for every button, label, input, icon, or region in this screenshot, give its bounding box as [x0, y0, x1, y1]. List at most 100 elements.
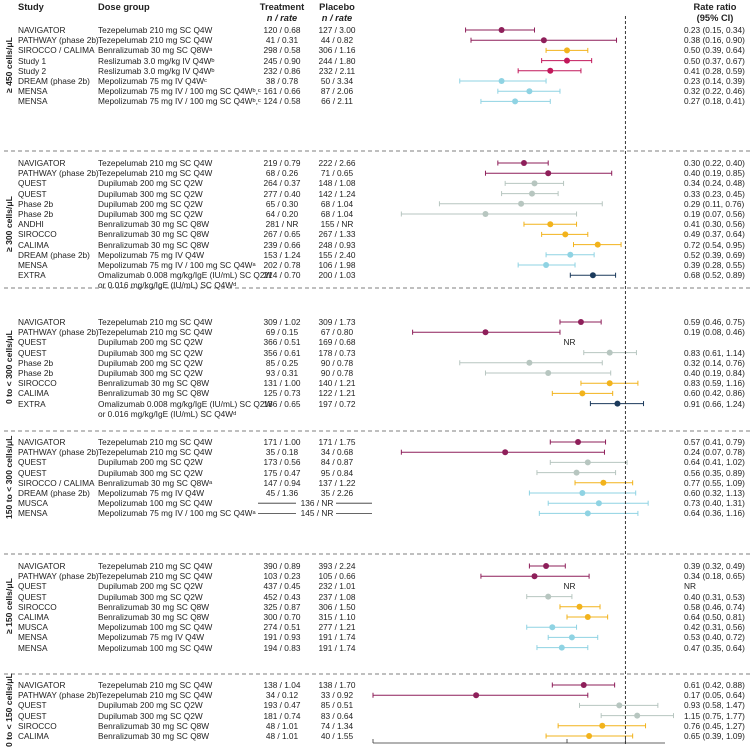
dose-group: Reslizumab 3.0 mg/kg IV Q4Wᵇ [98, 55, 215, 66]
header-rr-sub: (95% CI) [696, 12, 734, 23]
treatment-n-rate: 264 / 0.37 [263, 178, 301, 189]
rate-ratio-ci: 0.50 (0.37, 0.67) [684, 55, 745, 66]
dose-group: Mepolizumab 75 mg IV / 100 mg SC Q4Wᵇ,ᶜ [98, 96, 261, 107]
placebo-n-rate: 44 / 0.82 [320, 35, 354, 46]
dose-group: Tezepelumab 210 mg SC Q4W [98, 168, 213, 179]
placebo-n-rate: 35 / 2.26 [320, 488, 354, 498]
dose-group: Dupilumab 300 mg SC Q2W [98, 368, 203, 378]
dose-group: Dupilumab 200 mg SC Q2W [98, 198, 203, 209]
point-estimate [606, 380, 613, 387]
dose-group: Dupilumab 200 mg SC Q2W [98, 457, 203, 468]
dose-group: Tezepelumab 210 mg SC Q4W [98, 158, 213, 168]
treatment-n-rate: 214 / 0.70 [263, 270, 301, 281]
treatment-n-rate: 219 / 0.79 [263, 158, 301, 168]
placebo-n-rate: 137 / 1.22 [318, 477, 356, 488]
rate-ratio-ci: 0.19 (0.08, 0.46) [684, 327, 745, 338]
dose-group: Mepolizumab 75 mg IV / 100 mg SC Q4Wᵃ [98, 260, 256, 270]
study-name: NAVIGATOR [18, 25, 66, 35]
study-name: QUEST [18, 467, 47, 478]
treatment-n-rate: 274 / 0.51 [263, 622, 301, 633]
point-estimate [599, 722, 606, 729]
point-estimate [558, 644, 565, 651]
treatment-n-rate: 366 / 0.51 [263, 337, 301, 348]
treatment-n-rate: 175 / 0.47 [263, 467, 301, 478]
dose-group: Dupilumab 200 mg SC Q2W [98, 581, 203, 592]
study-name: SIROCCO [18, 378, 57, 389]
merged-n-rate: 145 / NR [300, 508, 334, 519]
study-name: PATHWAY (phase 2b) [18, 327, 99, 338]
treatment-n-rate: 34 / 0.12 [265, 690, 299, 701]
study-name: QUEST [18, 178, 47, 189]
dose-group: Benralizumab 30 mg SC Q8W [98, 601, 210, 612]
study-name: QUEST [18, 188, 47, 199]
point-estimate [531, 180, 538, 187]
header-dose: Dose group [98, 2, 150, 12]
treatment-n-rate: 124 / 0.58 [263, 96, 301, 107]
rate-ratio-ci: 0.33 (0.23, 0.45) [684, 188, 745, 199]
dose-group: Tezepelumab 210 mg SC Q4W [98, 447, 213, 458]
treatment-n-rate: 147 / 0.94 [263, 477, 301, 488]
point-estimate [586, 733, 593, 739]
point-estimate [580, 682, 587, 688]
study-name: CALIMA [18, 612, 49, 622]
study-name: MENSA [18, 632, 48, 643]
study-name: QUEST [18, 710, 47, 721]
placebo-n-rate: 138 / 1.70 [318, 680, 356, 690]
study-name: PATHWAY (phase 2b) [18, 35, 99, 46]
dose-group: Dupilumab 200 mg SC Q2W [98, 700, 203, 711]
rate-ratio-ci: 0.40 (0.31, 0.53) [684, 591, 745, 602]
treatment-n-rate: 356 / 0.61 [263, 347, 301, 358]
rate-ratio-ci: 0.72 (0.54, 0.95) [684, 239, 745, 250]
rate-ratio-ci: 0.50 (0.39, 0.64) [684, 45, 745, 56]
treatment-n-rate: 48 / 1.01 [265, 731, 299, 741]
subgroup-label: ≥ 300 cells/μL [4, 195, 14, 252]
dose-group: Benralizumab 30 mg SC Q8W [98, 731, 210, 741]
rate-ratio-ci: 0.64 (0.36, 1.16) [684, 508, 745, 519]
dose-group: Tezepelumab 210 mg SC Q4W [98, 437, 213, 447]
dose-group-cont: or 0.016 mg/kg/IgE (IU/mL) SC Q4Wᵈ [98, 408, 237, 419]
rate-ratio-ci: 0.47 (0.35, 0.64) [684, 642, 745, 653]
dose-group: Mepolizumab 75 mg IV Q4Wᶜ [98, 76, 207, 86]
point-estimate [584, 459, 591, 466]
treatment-n-rate: 41 / 0.31 [265, 35, 299, 46]
rate-ratio-ci: 0.57 (0.41, 0.79) [684, 437, 745, 447]
dose-group: Dupilumab 200 mg SC Q2W [98, 357, 203, 368]
treatment-n-rate: 298 / 0.58 [263, 45, 301, 56]
treatment-n-rate: 38 / 0.78 [265, 76, 299, 86]
placebo-n-rate: 67 / 0.80 [320, 327, 354, 338]
dose-group: Omalizumab 0.008 mg/kg/IgE (IU/mL) SC Q2… [98, 398, 273, 409]
placebo-n-rate: 68 / 1.04 [320, 198, 354, 209]
study-name: Phase 2b [18, 198, 54, 209]
study-name: Phase 2b [18, 209, 54, 219]
point-estimate [577, 319, 584, 325]
dose-group: Benralizumab 30 mg SC Q8W [98, 612, 210, 622]
dose-group: Benralizumab 30 mg SC Q8W [98, 229, 210, 240]
treatment-n-rate: 232 / 0.86 [263, 65, 301, 76]
dose-group: Reslizumab 3.0 mg/kg IV Q4Wᵇ [98, 65, 215, 76]
study-name: PATHWAY (phase 2b) [18, 690, 99, 701]
treatment-n-rate: 64 / 0.20 [265, 209, 299, 219]
study-name: PATHWAY (phase 2b) [18, 168, 99, 179]
treatment-n-rate: 309 / 1.02 [263, 317, 301, 327]
point-estimate [498, 78, 505, 84]
placebo-n-rate: 232 / 2.11 [318, 65, 356, 76]
point-estimate [584, 614, 591, 620]
point-estimate [545, 593, 552, 600]
treatment-n-rate: 171 / 1.00 [263, 437, 301, 447]
subgroup-label: 150 to < 300 cells/μL [4, 435, 14, 519]
placebo-n-rate: 50 / 3.34 [320, 76, 354, 86]
treatment-n-rate: 390 / 0.89 [263, 561, 301, 571]
dose-group: Tezepelumab 210 mg SC Q4W [98, 690, 213, 701]
treatment-n-rate: 153 / 1.24 [263, 249, 301, 260]
dose-group: Mepolizumab 100 mg SC Q4W [98, 642, 213, 653]
subgroup-label: ≥ 150 cells/μL [4, 578, 14, 635]
header-treatment-sub: n / rate [266, 12, 298, 23]
dose-group: Benralizumab 30 mg SC Q8W [98, 388, 210, 399]
rate-ratio-ci: 0.32 (0.14, 0.76) [684, 357, 745, 368]
placebo-n-rate: 267 / 1.33 [318, 229, 356, 240]
treatment-n-rate: 68 / 0.26 [265, 168, 299, 179]
dose-group: Dupilumab 200 mg SC Q2W [98, 178, 203, 189]
rate-ratio-ci: 0.83 (0.61, 1.14) [684, 347, 745, 358]
dose-group: Benralizumab 30 mg SC Q8Wᵃ [98, 477, 213, 488]
point-estimate [545, 370, 552, 376]
